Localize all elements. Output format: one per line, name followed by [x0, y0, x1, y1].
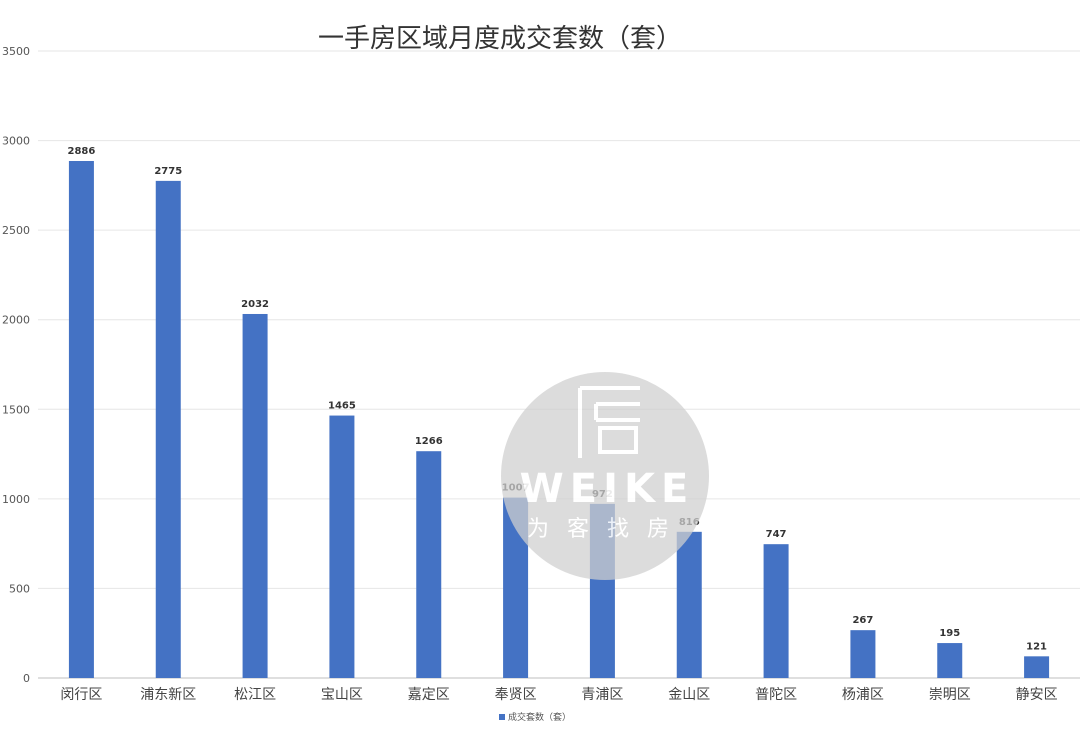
y-tick-label: 3500 — [2, 45, 30, 58]
data-label: 1266 — [415, 436, 443, 447]
data-label: 267 — [852, 615, 873, 626]
bar — [242, 313, 268, 678]
x-axis: 闵行区 浦东新区 松江区 宝山区 嘉定区 奉贤区 青浦区 金山区 普陀区 杨浦区 崇明区 静安区 — [60, 687, 1057, 703]
bar — [1024, 656, 1050, 678]
watermark-brand: WEIKE — [520, 466, 695, 512]
chart-title: 一手房区域月度成交套数（套） — [318, 24, 682, 54]
bar — [937, 643, 963, 678]
y-tick-label: 2000 — [2, 314, 30, 327]
gridlines — [38, 50, 1080, 679]
x-tick-label: 浦东新区 — [140, 687, 196, 703]
bar — [416, 451, 442, 678]
x-tick-label: 闵行区 — [60, 687, 102, 703]
bar — [329, 415, 355, 678]
x-tick-label: 静安区 — [1016, 687, 1058, 703]
bar — [676, 531, 702, 678]
bar — [68, 160, 94, 678]
data-label: 121 — [1026, 641, 1047, 652]
x-tick-label: 嘉定区 — [408, 687, 450, 703]
data-label: 747 — [766, 529, 787, 540]
bars: 2886277520321465126610079728167472671951… — [67, 146, 1050, 678]
y-tick-label: 1000 — [2, 493, 30, 506]
x-tick-label: 松江区 — [234, 687, 276, 703]
bar — [850, 630, 876, 678]
data-label: 195 — [939, 628, 960, 639]
x-tick-label: 奉贤区 — [495, 687, 537, 703]
legend-label: 成交套数（套） — [508, 711, 571, 723]
x-tick-label: 宝山区 — [321, 687, 363, 703]
bar — [763, 544, 789, 678]
y-tick-label: 500 — [9, 582, 30, 595]
data-label: 1465 — [328, 401, 356, 412]
y-tick-label: 2500 — [2, 224, 30, 237]
data-label: 2032 — [241, 299, 269, 310]
bar — [155, 180, 181, 678]
data-label: 2886 — [67, 146, 95, 157]
watermark-slogan: 为客找房 — [527, 517, 687, 542]
x-tick-label: 杨浦区 — [842, 687, 884, 703]
watermark: 房 WEIKE 为客找房 — [501, 372, 709, 580]
x-tick-label: 崇明区 — [929, 687, 971, 703]
x-tick-label: 普陀区 — [755, 687, 797, 703]
data-label: 2775 — [154, 166, 182, 177]
y-tick-label: 1500 — [2, 403, 30, 416]
x-tick-label: 青浦区 — [581, 687, 623, 703]
y-tick-label: 0 — [23, 672, 30, 685]
legend: 成交套数（套） — [499, 711, 571, 723]
y-tick-label: 3000 — [2, 135, 30, 148]
y-axis: 0 500 1000 1500 2000 2500 3000 3500 — [2, 45, 30, 685]
x-tick-label: 金山区 — [668, 687, 710, 703]
weike-logo-icon — [578, 386, 640, 458]
legend-swatch — [499, 714, 505, 720]
